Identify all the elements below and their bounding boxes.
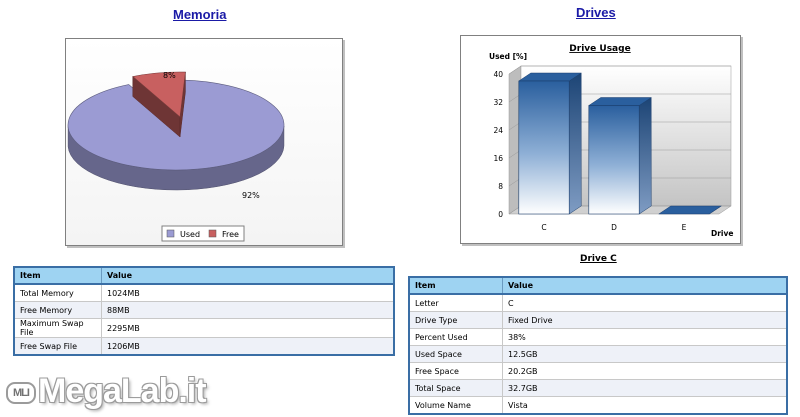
column-header-value: Value xyxy=(502,276,788,295)
cell-item: Percent Used xyxy=(409,328,503,346)
column-header-item: Item xyxy=(13,266,102,285)
x-tick-label: D xyxy=(611,223,617,232)
cell-value: Vista xyxy=(502,396,788,415)
watermark-badge: MLI xyxy=(6,382,36,405)
y-tick-label: 24 xyxy=(493,126,503,135)
table-row: Total Memory 1024MB xyxy=(14,284,395,302)
table-row: Total Space 32.7GB xyxy=(409,379,788,397)
y-tick-label: 8 xyxy=(498,182,503,191)
bar-side-d xyxy=(638,97,652,215)
cell-item: Maximum Swap File xyxy=(14,318,102,338)
memory-table-body: Total Memory 1024MB Free Memory 88MB Maximum… xyxy=(14,284,395,356)
x-tick-label: E xyxy=(682,223,687,232)
y-tick-label: 16 xyxy=(493,154,503,163)
cell-item: Total Space xyxy=(409,379,503,397)
y-tick-label: 32 xyxy=(493,98,503,107)
legend-free-label: Free xyxy=(222,230,239,239)
cell-value: 88MB xyxy=(101,301,395,319)
legend-used-label: Used xyxy=(180,230,200,239)
table-header-row: Item Value xyxy=(13,266,395,285)
table-row: Drive Type Fixed Drive xyxy=(409,311,788,329)
bar-chart-x-ticks: C D E xyxy=(541,223,686,232)
table-row: Maximum Swap File 2295MB xyxy=(14,318,395,338)
y-tick-label: 40 xyxy=(493,70,503,79)
drive-c-caption: Drive C xyxy=(580,254,617,264)
table-row: Free Space 20.2GB xyxy=(409,362,788,380)
cell-item: Volume Name xyxy=(409,396,503,415)
cell-value: 32.7GB xyxy=(502,379,788,397)
megalab-watermark: MLI MegaLab.it xyxy=(6,372,207,411)
bar-chart-y-ticks: 0 8 16 24 32 40 xyxy=(493,70,503,219)
memoria-title-link[interactable]: Memoria xyxy=(173,7,227,22)
bar-e xyxy=(657,205,723,215)
bar-side-c xyxy=(568,72,582,215)
legend-used-swatch xyxy=(166,229,175,238)
table-header-row: Item Value xyxy=(408,276,788,295)
bar-chart-bars xyxy=(517,72,723,215)
pie-group: 92% 8% xyxy=(67,71,285,200)
cell-value: Fixed Drive xyxy=(502,311,788,329)
cell-item: Total Memory xyxy=(14,284,102,302)
drives-title-link[interactable]: Drives xyxy=(576,5,616,20)
bar-top-e xyxy=(657,205,723,215)
cell-item: Free Space xyxy=(409,362,503,380)
gridline xyxy=(508,65,731,75)
bar-front-c xyxy=(518,80,570,215)
cell-value: 20.2GB xyxy=(502,362,788,380)
bar-chart-ylabel: Used [%] xyxy=(489,52,527,61)
cell-item: Letter xyxy=(409,294,503,312)
watermark-text: MegaLab.it xyxy=(38,372,207,410)
drive-usage-svg: Drive Usage Used [%] Drive 0 8 16 24 32 40 C D… xyxy=(489,44,733,238)
bar-c xyxy=(517,72,583,215)
memory-pie-svg: 92% 8% Used Free xyxy=(66,39,342,245)
table-row: Letter C xyxy=(409,294,788,312)
pie-data-label-free: 8% xyxy=(163,71,176,80)
cell-value: 2295MB xyxy=(101,318,395,338)
table-row: Free Memory 88MB xyxy=(14,301,395,319)
cell-item: Free Memory xyxy=(14,301,102,319)
cell-value: 12.5GB xyxy=(502,345,788,363)
cell-item: Used Space xyxy=(409,345,503,363)
cell-value: 1024MB xyxy=(101,284,395,302)
drive-table-body: Letter C Drive Type Fixed Drive Percent Used… xyxy=(409,294,788,415)
pie-legend: Used Free xyxy=(161,225,245,242)
legend-free-swatch xyxy=(208,229,217,238)
cell-item: Drive Type xyxy=(409,311,503,329)
drive-info-table: Item Value Letter C Drive Type Fixed Drive P… xyxy=(408,276,788,415)
table-row: Used Space 12.5GB xyxy=(409,345,788,363)
x-tick-label: C xyxy=(541,223,546,232)
y-tick-label: 0 xyxy=(498,210,503,219)
cell-item: Free Swap File xyxy=(14,337,102,356)
cell-value: C xyxy=(502,294,788,312)
bar-chart-title: Drive Usage xyxy=(569,44,630,54)
pie-data-label-used: 92% xyxy=(242,191,260,200)
cell-value: 1206MB xyxy=(101,337,395,356)
column-header-value: Value xyxy=(101,266,395,285)
memory-pie-chart: 92% 8% Used Free xyxy=(65,38,343,246)
column-header-item: Item xyxy=(408,276,503,295)
memory-info-table: Item Value Total Memory 1024MB Free Memory… xyxy=(13,266,395,356)
bar-front-d xyxy=(588,105,640,215)
table-row: Free Swap File 1206MB xyxy=(14,337,395,356)
cell-value: 38% xyxy=(502,328,788,346)
table-row: Volume Name Vista xyxy=(409,396,788,415)
bar-d xyxy=(587,97,653,215)
pie-slice-free xyxy=(132,71,186,118)
drive-usage-bar-chart: Drive Usage Used [%] Drive 0 8 16 24 32 40 C D… xyxy=(460,35,741,244)
table-row: Percent Used 38% xyxy=(409,328,788,346)
bar-chart-xlabel: Drive xyxy=(711,229,733,238)
pie-legend-box xyxy=(161,225,245,242)
